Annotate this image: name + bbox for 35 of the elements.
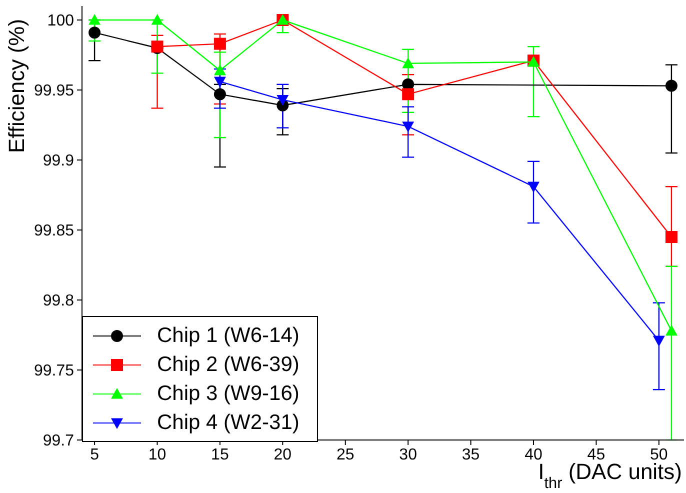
point [665, 80, 678, 92]
point [528, 182, 540, 193]
y-tick-label: 100 [47, 12, 74, 30]
legend-label: Chip 3 (W9-16) [157, 382, 300, 406]
point [88, 14, 101, 25]
x-tick-label: 20 [274, 446, 292, 464]
point [214, 64, 226, 76]
point [402, 122, 414, 132]
y-tick-label: 99.95 [34, 82, 74, 100]
point [214, 76, 226, 88]
legend-label: Chip 4 (W2-31) [157, 410, 300, 434]
y-tick-label: 99.85 [34, 222, 74, 240]
point [402, 88, 414, 100]
point [151, 14, 164, 25]
point [652, 336, 665, 347]
y-tick-label: 99.75 [34, 362, 74, 380]
legend-label: Chip 2 (W6-39) [157, 352, 300, 376]
y-axis-title: Efficiency (%) [4, 18, 29, 154]
x-tick-label: 5 [90, 446, 100, 464]
point [214, 38, 226, 50]
point [214, 88, 226, 100]
point [665, 231, 678, 243]
point [88, 26, 101, 39]
y-tick-label: 99.7 [42, 432, 74, 450]
x-tick-label: 35 [462, 446, 480, 464]
x-tick-label: 15 [211, 446, 229, 464]
y-tick-label: 99.8 [42, 292, 74, 310]
x-tick-label: 30 [399, 446, 418, 464]
x-tick-label: 25 [336, 446, 354, 464]
point [276, 95, 289, 106]
point [665, 324, 678, 336]
x-tick-label: 10 [148, 446, 166, 464]
legend-label: Chip 1 (W6-14) [157, 324, 300, 348]
y-tick-label: 99.9 [42, 152, 74, 170]
point [402, 57, 414, 68]
